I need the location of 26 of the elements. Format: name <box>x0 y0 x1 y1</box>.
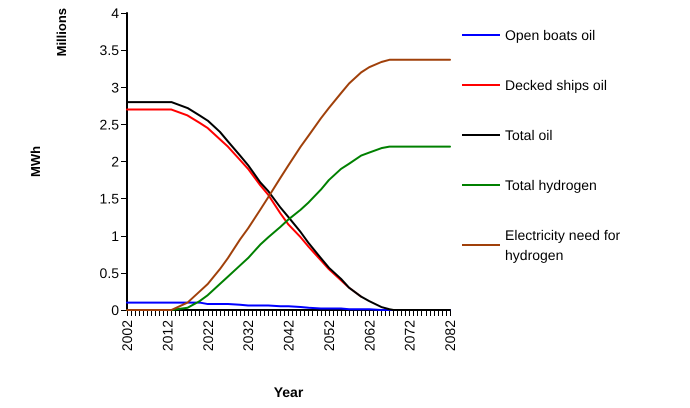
legend-label: Total hydrogen <box>505 177 597 193</box>
y-tick-label: 2.5 <box>100 116 120 132</box>
legend-label: Decked ships oil <box>505 77 607 93</box>
y-tick-label: 4 <box>111 5 120 21</box>
y-tick-label: 0 <box>111 302 120 318</box>
y-axis-title: MWh <box>28 146 43 178</box>
y-tick-label: 2 <box>111 154 120 170</box>
x-axis-title: Year <box>274 384 304 400</box>
x-tick-label: 2012 <box>159 320 176 352</box>
legend-label: Total oil <box>505 127 552 143</box>
x-tick-label: 2032 <box>240 320 256 352</box>
x-tick-label: 2052 <box>320 320 337 352</box>
x-tick-label: 2002 <box>119 320 135 352</box>
y-tick-label: 1.5 <box>100 190 120 207</box>
legend-label: Electricity need for hydrogen <box>505 227 624 263</box>
y-tick-label: 3.5 <box>100 42 120 58</box>
x-tick-label: 2042 <box>280 320 296 352</box>
x-tick-label: 2062 <box>361 320 378 352</box>
x-tick-label: 2022 <box>200 320 216 352</box>
x-tick-label: 2082 <box>442 320 458 352</box>
x-tick-label: 2072 <box>402 320 418 352</box>
y-tick-label: 1 <box>111 228 120 244</box>
legend-label: Open boats oil <box>505 27 596 43</box>
y-tick-label: 0.5 <box>100 264 120 281</box>
text: Millions <box>54 8 69 56</box>
y-tick-label: 3 <box>111 79 120 96</box>
